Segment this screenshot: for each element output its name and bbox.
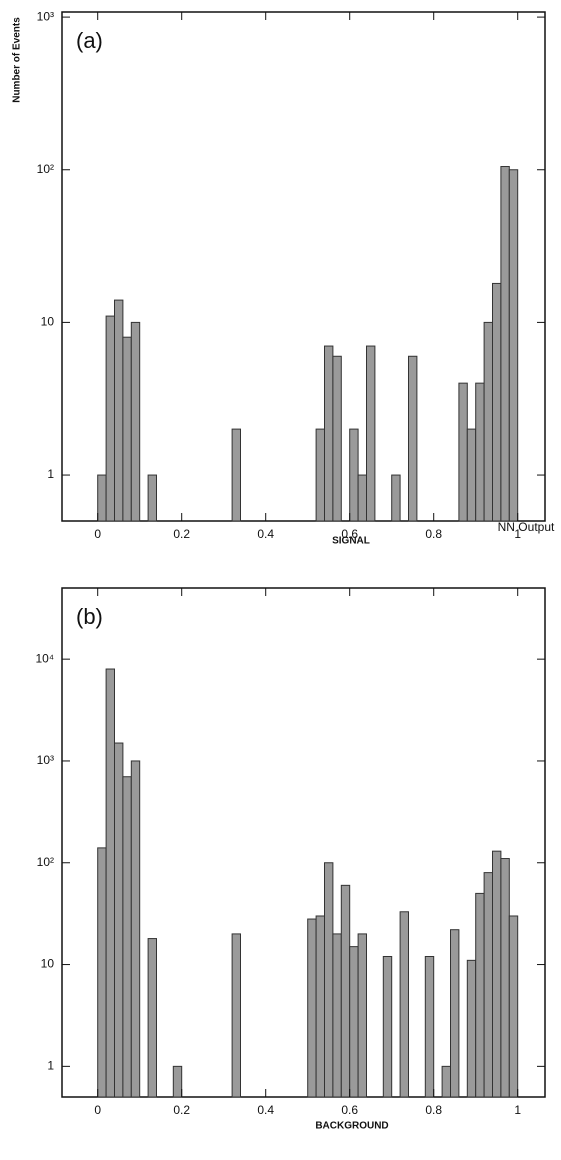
x-tick-label: 0.2 bbox=[173, 1103, 190, 1117]
y-tick-label: 1 bbox=[47, 1059, 54, 1073]
bar bbox=[114, 742, 124, 1098]
bar bbox=[382, 955, 393, 1098]
bar bbox=[315, 915, 326, 1098]
bar bbox=[231, 933, 242, 1098]
bar bbox=[172, 1065, 183, 1098]
bar bbox=[349, 428, 359, 522]
x-tick-label: 0.6 bbox=[341, 527, 358, 541]
y-tick-label: 10⁴ bbox=[35, 651, 54, 665]
panel-label: (b) bbox=[76, 604, 103, 629]
x-tick-label: 0 bbox=[94, 1103, 101, 1117]
annotation: NN Output bbox=[498, 520, 555, 534]
y-tick-label: 10³ bbox=[37, 9, 54, 23]
y-tick-label: 10 bbox=[41, 957, 55, 971]
bar bbox=[307, 918, 317, 1098]
bar bbox=[483, 872, 494, 1098]
bar bbox=[114, 299, 124, 522]
bar bbox=[492, 282, 502, 522]
bar bbox=[147, 474, 158, 522]
bar bbox=[122, 776, 132, 1098]
bar bbox=[441, 1065, 452, 1098]
bar bbox=[130, 321, 141, 522]
bar bbox=[366, 345, 376, 522]
bar bbox=[492, 850, 502, 1098]
bar bbox=[105, 668, 115, 1098]
x-tick-label: 0.2 bbox=[173, 527, 190, 541]
bar bbox=[466, 959, 477, 1098]
bar bbox=[391, 474, 401, 522]
x-tick-label: 0.4 bbox=[257, 1103, 274, 1117]
bar bbox=[357, 933, 368, 1098]
bar bbox=[122, 336, 132, 522]
bar bbox=[231, 428, 242, 522]
y-tick-label: 10 bbox=[41, 315, 55, 329]
bar bbox=[508, 915, 519, 1098]
bar bbox=[147, 938, 158, 1098]
bar bbox=[315, 428, 326, 522]
bar bbox=[408, 355, 418, 522]
y-axis-label: Number of Events bbox=[12, 17, 23, 103]
bar bbox=[458, 382, 468, 522]
bar bbox=[399, 911, 410, 1098]
bar bbox=[500, 166, 510, 522]
bar bbox=[340, 884, 351, 1098]
bar bbox=[97, 474, 107, 522]
x-tick-label: 0 bbox=[94, 527, 101, 541]
bar bbox=[332, 933, 342, 1098]
x-tick-label: 1 bbox=[514, 527, 521, 541]
x-tick-label: 0.8 bbox=[425, 527, 442, 541]
bar bbox=[349, 946, 359, 1098]
plot-frame bbox=[61, 11, 546, 522]
x-axis-label: BACKGROUND bbox=[315, 1121, 388, 1132]
x-tick-label: 0.6 bbox=[341, 1103, 358, 1117]
bar bbox=[324, 862, 334, 1098]
y-tick-label: 10³ bbox=[37, 753, 54, 767]
y-tick-label: 1 bbox=[47, 467, 54, 481]
bar bbox=[508, 169, 519, 522]
bar bbox=[475, 892, 485, 1098]
plot-frame bbox=[61, 587, 546, 1098]
bar bbox=[357, 474, 368, 522]
panel-label: (a) bbox=[76, 28, 103, 53]
y-tick-label: 10² bbox=[37, 162, 54, 176]
bar bbox=[130, 760, 141, 1098]
bar bbox=[466, 428, 477, 522]
x-axis-label: SIGNAL bbox=[332, 536, 370, 547]
bar bbox=[500, 858, 510, 1098]
y-tick-label: 10² bbox=[37, 855, 54, 869]
bar bbox=[105, 315, 115, 522]
bar bbox=[450, 929, 460, 1098]
bar bbox=[97, 847, 107, 1098]
x-tick-label: 0.4 bbox=[257, 527, 274, 541]
x-tick-label: 0.8 bbox=[425, 1103, 442, 1117]
bar bbox=[324, 345, 334, 522]
bar bbox=[483, 321, 494, 522]
x-tick-label: 1 bbox=[514, 1103, 521, 1117]
bar bbox=[424, 955, 435, 1098]
bar bbox=[475, 382, 485, 522]
bar bbox=[332, 355, 342, 522]
